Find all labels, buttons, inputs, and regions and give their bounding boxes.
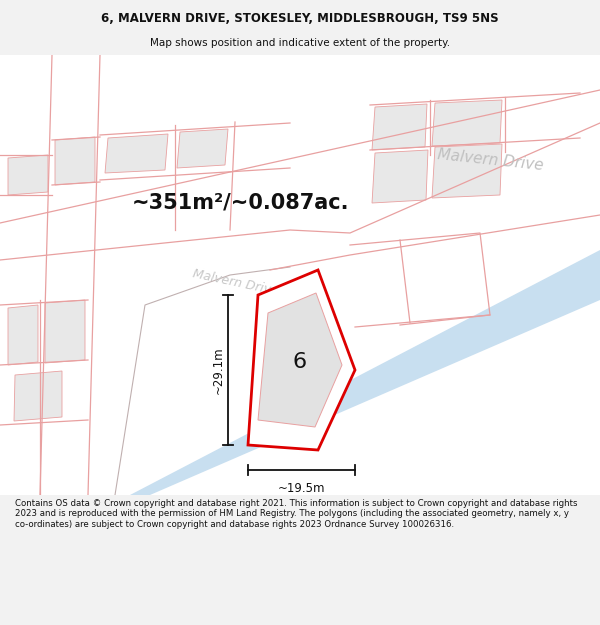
Text: Contains OS data © Crown copyright and database right 2021. This information is : Contains OS data © Crown copyright and d… (15, 499, 577, 529)
Polygon shape (105, 134, 168, 173)
Polygon shape (432, 100, 502, 146)
Polygon shape (372, 104, 427, 150)
Polygon shape (14, 371, 62, 421)
Polygon shape (8, 155, 48, 195)
Text: 6, MALVERN DRIVE, STOKESLEY, MIDDLESBROUGH, TS9 5NS: 6, MALVERN DRIVE, STOKESLEY, MIDDLESBROU… (101, 12, 499, 25)
Text: ~351m²/~0.087ac.: ~351m²/~0.087ac. (131, 193, 349, 213)
Text: Malvern Drive: Malvern Drive (436, 147, 544, 173)
Polygon shape (130, 250, 600, 495)
Polygon shape (258, 293, 342, 427)
Text: ~19.5m: ~19.5m (278, 482, 325, 495)
Text: Malvern Drive: Malvern Drive (191, 268, 279, 299)
Polygon shape (45, 300, 85, 363)
Polygon shape (432, 144, 502, 198)
Polygon shape (177, 129, 228, 168)
Polygon shape (372, 150, 428, 203)
Polygon shape (248, 270, 355, 450)
Polygon shape (55, 137, 95, 185)
Text: 6: 6 (293, 352, 307, 372)
Text: Map shows position and indicative extent of the property.: Map shows position and indicative extent… (150, 39, 450, 49)
Polygon shape (8, 305, 38, 365)
Text: ~29.1m: ~29.1m (212, 346, 224, 394)
